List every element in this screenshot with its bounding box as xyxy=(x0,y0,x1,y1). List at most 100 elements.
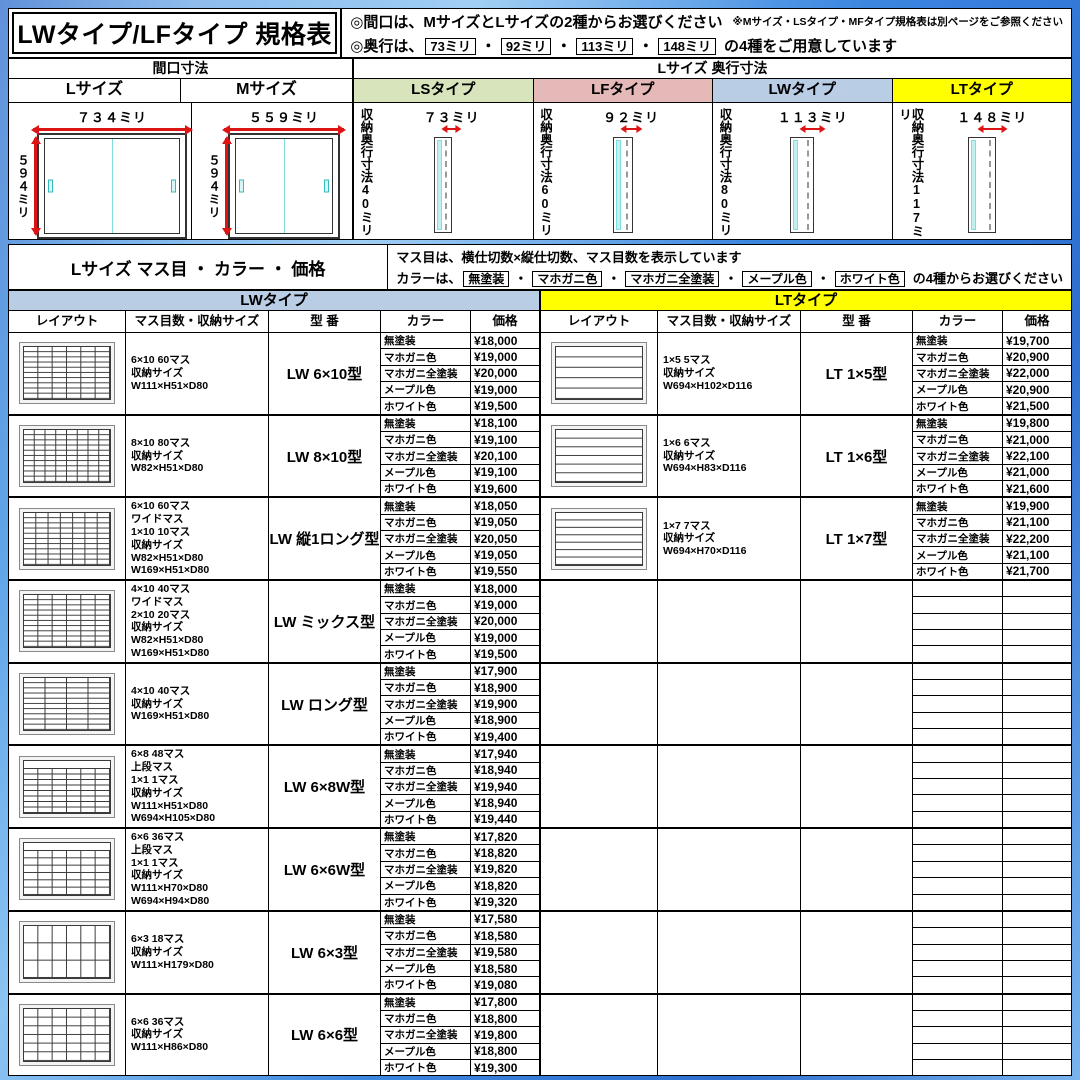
price-row: メープル色 ¥21,000 xyxy=(913,464,1071,482)
spec-line: 1×1 1マス xyxy=(131,856,179,869)
price-row: メープル色 ¥19,100 xyxy=(381,464,539,482)
color-name xyxy=(913,878,1003,894)
color-name: 無塗装 xyxy=(381,581,471,597)
color-name: 無塗装 xyxy=(381,415,471,432)
layout-cell xyxy=(541,911,658,993)
price-value: ¥21,100 xyxy=(1006,548,1050,563)
spec-line: W111×H51×D80 xyxy=(131,799,209,812)
layout-cell xyxy=(541,994,658,1076)
table-row: 6×10 60マス ワイドマス 1×10 10マス 収納サイズ W82×H51×D80 W… xyxy=(9,498,539,582)
price-value: ¥19,800 xyxy=(1006,416,1050,431)
model-number: LW ロング型 xyxy=(269,663,381,745)
column-header: 型 番 xyxy=(801,311,913,332)
model-number: LW 6×6型 xyxy=(269,994,381,1076)
model-number: LT 1×7型 xyxy=(801,498,913,580)
color-name xyxy=(913,795,1003,811)
layout-thumbnail xyxy=(19,590,115,653)
table-half-lt: LTタイプ レイアウト マス目数・収納サイズ型 番カラー 価格 1×5 5マス 収納サイズ… xyxy=(539,291,1071,1076)
separator: ・ xyxy=(607,271,621,286)
spec-line: 収納サイズ xyxy=(131,621,184,634)
price-value: ¥19,050 xyxy=(474,548,518,563)
spec-cell: 4×10 40マス 収納サイズ W169×H51×D80 xyxy=(126,663,269,745)
price-value: ¥21,000 xyxy=(1006,432,1050,447)
layout-thumbnail xyxy=(19,507,115,570)
price-grid: 無塗装 ¥18,000 マホガニ色 ¥19,000 マホガニ全塗装 ¥20,000 メープル… xyxy=(381,333,539,414)
color-name xyxy=(913,911,1003,928)
price-row: 無塗装 ¥19,700 xyxy=(913,333,1071,350)
price-row: メープル色 ¥19,000 xyxy=(381,630,539,647)
price-grid xyxy=(913,746,1071,828)
price-row xyxy=(913,928,1071,945)
price-row: マホガニ全塗装 ¥22,200 xyxy=(913,531,1071,548)
price-row: マホガニ全塗装 ¥20,050 xyxy=(381,531,539,548)
l-width-dimension: ７３４ミリ xyxy=(31,107,193,135)
price-value: ¥18,000 xyxy=(474,333,518,348)
price-grid: 無塗装 ¥19,900 マホガニ色 ¥21,100 マホガニ全塗装 ¥22,200 メープル… xyxy=(913,498,1071,580)
separator: ・ xyxy=(816,271,830,286)
column-header-row: レイアウト マス目数・収納サイズ型 番カラー 価格 xyxy=(9,311,539,333)
header-note-2: ◎奥行は、 73ミリ・ 92ミリ・ 113ミリ・ 148ミリ の4種をご用意しています xyxy=(350,35,1063,56)
price-row: ホワイト色 ¥19,080 xyxy=(381,977,539,993)
layout-cell xyxy=(9,829,126,910)
color-name: ホワイト色 xyxy=(381,646,471,662)
price-row xyxy=(913,795,1071,812)
price-row: メープル色 ¥18,580 xyxy=(381,960,539,978)
spec-cell: 6×10 60マス 収納サイズ W111×H51×D80 xyxy=(126,333,269,414)
model-number: LW 8×10型 xyxy=(269,415,381,497)
color-name: ホワイト色 xyxy=(381,398,471,414)
price-value xyxy=(1003,795,1071,810)
price-value xyxy=(1003,581,1071,596)
color-name xyxy=(913,630,1003,646)
m-width-dimension: ５５９ミリ xyxy=(222,107,346,135)
l-height-label: ５９４ミリ xyxy=(16,153,30,219)
spec-cell: 6×6 36マス 上段マス 1×1 1マス 収納サイズ W111×H70×D80 W694… xyxy=(126,829,269,910)
model-number xyxy=(801,911,913,993)
lf-side-profile-drawing xyxy=(612,137,633,233)
spec-line: 1×10 10マス xyxy=(131,525,191,538)
color-name: マホガニ全塗装 xyxy=(381,531,471,547)
price-row: 無塗装 ¥17,820 xyxy=(381,829,539,846)
price-row: マホガニ色 ¥19,050 xyxy=(381,514,539,532)
price-value: ¥18,820 xyxy=(474,878,518,893)
spec-line: W82×H51×D80 xyxy=(131,634,204,647)
table-row xyxy=(541,746,1071,830)
l-cabinet-row: ５９４ミリ xyxy=(13,133,187,239)
table-row xyxy=(541,911,1071,995)
column-header: 型 番 xyxy=(269,311,381,332)
note2-prefix: ◎奥行は、 xyxy=(350,37,424,55)
color-name: 無塗装 xyxy=(913,498,1003,514)
layout-cell xyxy=(9,994,126,1076)
color-name: マホガニ全塗装 xyxy=(381,448,471,464)
spec-line: 収納サイズ xyxy=(131,366,184,379)
option-box: ホワイト色 xyxy=(834,271,905,287)
layout-cell xyxy=(541,498,658,580)
color-name: 無塗装 xyxy=(913,333,1003,349)
price-value xyxy=(1003,812,1071,827)
color-name xyxy=(913,581,1003,597)
spec-line: 8×10 80マス xyxy=(131,436,191,449)
price-value xyxy=(1003,829,1071,844)
lt-depth-label: １４８ミリ xyxy=(957,110,1028,125)
color-name xyxy=(913,712,1003,729)
color-name: 無塗装 xyxy=(381,498,471,514)
price-row: 無塗装 ¥19,800 xyxy=(913,415,1071,433)
color-name: メープル色 xyxy=(381,382,471,398)
price-value xyxy=(1003,630,1071,645)
price-value xyxy=(1003,664,1071,679)
color-name xyxy=(913,597,1003,613)
price-value: ¥17,940 xyxy=(474,747,518,762)
depth-arrow-icon xyxy=(977,125,1008,133)
lt-side-profile-drawing xyxy=(967,137,996,233)
l-width-label: ７３４ミリ xyxy=(76,110,147,125)
depth-columns: LSタイプ 収納奥行寸法40ミリ ７３ミリ LFタイプ xyxy=(354,79,1071,239)
panel-strip xyxy=(437,140,443,230)
price-value: ¥19,300 xyxy=(474,1060,518,1075)
color-note: カラーは、 無塗装・マホガニ色・マホガニ全塗装・メープル色・ホワイト色 の4種か… xyxy=(396,268,1063,287)
price-value: ¥21,700 xyxy=(1006,564,1050,579)
spec-line: 収納サイズ xyxy=(131,697,184,710)
layout-thumbnail xyxy=(19,838,115,901)
layout-thumbnail xyxy=(19,1003,115,1066)
color-name: マホガニ色 xyxy=(381,680,471,696)
table-row: 1×7 7マス 収納サイズ W694×H70×D116 LT 1×7型 無塗装 ¥19,9… xyxy=(541,498,1071,582)
price-value: ¥21,500 xyxy=(1006,399,1050,414)
